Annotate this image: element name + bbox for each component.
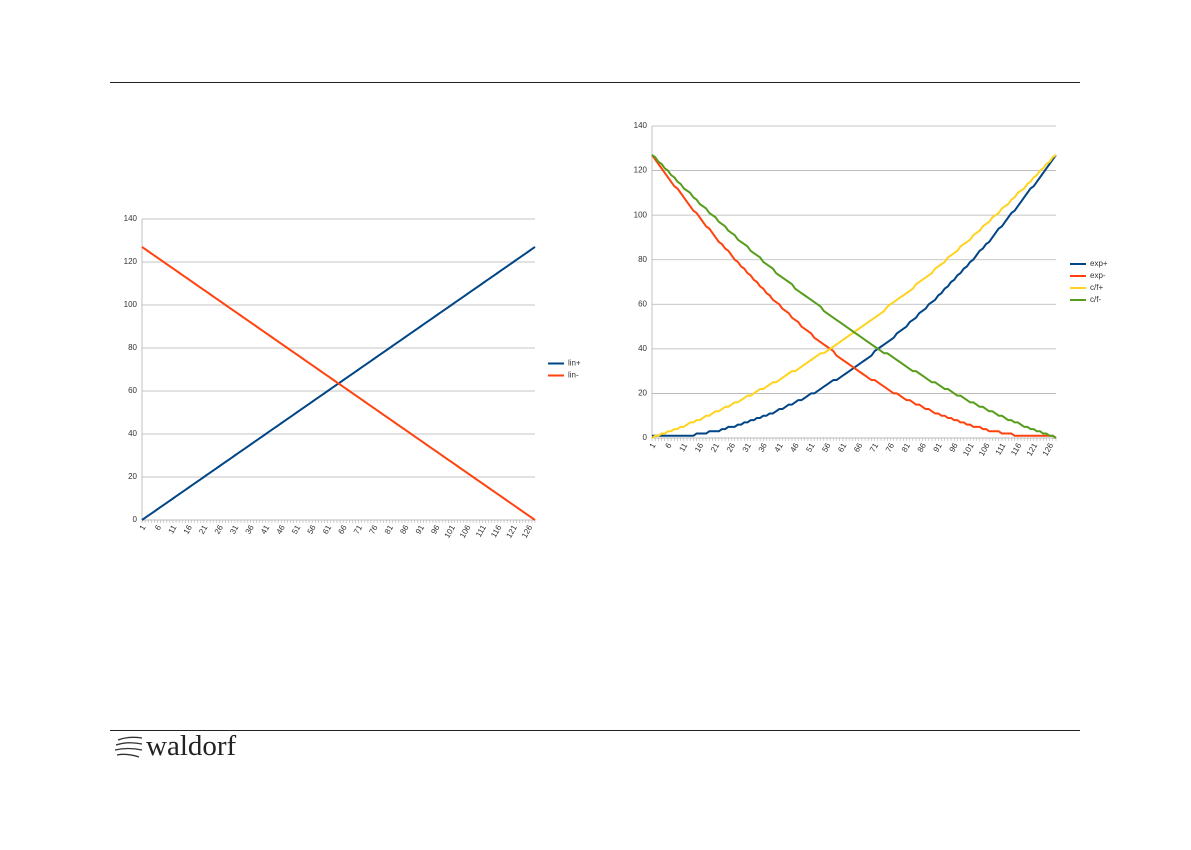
x-tick-label: 71 xyxy=(868,441,881,454)
x-tick-label: 46 xyxy=(788,441,801,454)
x-tick-label: 106 xyxy=(977,441,992,458)
x-tick-label: 11 xyxy=(167,523,179,535)
legend-label: c/f+ xyxy=(1090,283,1103,292)
x-tick-label: 126 xyxy=(520,523,535,540)
y-tick-label: 0 xyxy=(643,433,648,442)
x-tick-label: 126 xyxy=(1041,441,1056,458)
x-tick-label: 86 xyxy=(398,523,411,536)
x-tick-label: 96 xyxy=(429,523,442,536)
y-tick-label: 100 xyxy=(634,210,648,219)
x-tick-label: 81 xyxy=(900,441,913,454)
x-tick-label: 66 xyxy=(852,441,865,454)
x-tick-label: 21 xyxy=(709,441,722,454)
x-tick-label: 111 xyxy=(994,441,1008,457)
x-tick-label: 51 xyxy=(290,523,303,536)
legend-label: c/f- xyxy=(1090,295,1101,304)
x-tick-label: 81 xyxy=(383,523,396,536)
x-tick-label: 36 xyxy=(244,523,257,536)
y-tick-label: 80 xyxy=(128,343,137,352)
x-tick-label: 31 xyxy=(228,523,241,536)
x-tick-label: 31 xyxy=(741,441,754,454)
x-tick-label: 46 xyxy=(275,523,288,536)
x-tick-label: 6 xyxy=(153,523,163,532)
x-tick-label: 76 xyxy=(884,441,897,454)
y-tick-label: 60 xyxy=(128,386,137,395)
x-tick-label: 71 xyxy=(352,523,365,536)
y-tick-label: 0 xyxy=(133,515,138,524)
x-tick-label: 26 xyxy=(213,523,226,536)
y-tick-label: 140 xyxy=(634,121,648,130)
x-tick-label: 1 xyxy=(138,523,148,532)
x-tick-label: 91 xyxy=(414,523,427,536)
x-tick-label: 76 xyxy=(367,523,380,536)
y-tick-label: 140 xyxy=(124,214,138,223)
x-tick-label: 41 xyxy=(773,441,786,454)
x-tick-label: 21 xyxy=(197,523,210,536)
series-line xyxy=(141,246,536,521)
legend-label: lin+ xyxy=(568,359,581,368)
x-tick-label: 116 xyxy=(1009,441,1023,457)
y-tick-label: 40 xyxy=(638,344,647,353)
y-tick-label: 20 xyxy=(638,389,647,398)
series-line xyxy=(651,154,1057,439)
x-tick-label: 51 xyxy=(804,441,817,454)
x-tick-label: 96 xyxy=(948,441,961,454)
y-tick-label: 40 xyxy=(128,429,137,438)
x-tick-label: 36 xyxy=(757,441,770,454)
series-line xyxy=(651,154,1057,439)
x-tick-label: 26 xyxy=(725,441,738,454)
x-tick-label: 16 xyxy=(693,441,706,454)
x-tick-label: 116 xyxy=(489,523,503,539)
x-tick-label: 61 xyxy=(321,523,334,536)
x-tick-label: 121 xyxy=(504,523,519,540)
x-tick-label: 56 xyxy=(820,441,833,454)
y-tick-label: 80 xyxy=(638,255,647,264)
x-tick-label: 101 xyxy=(443,523,458,540)
y-tick-label: 100 xyxy=(124,300,138,309)
x-tick-label: 11 xyxy=(677,441,689,453)
y-tick-label: 120 xyxy=(634,166,648,175)
y-tick-label: 120 xyxy=(124,257,138,266)
x-tick-label: 1 xyxy=(648,441,658,450)
x-tick-label: 121 xyxy=(1025,441,1040,458)
x-tick-label: 16 xyxy=(182,523,195,536)
x-tick-label: 106 xyxy=(458,523,473,540)
series-line xyxy=(651,154,1057,439)
x-tick-label: 56 xyxy=(306,523,319,536)
logo-icon xyxy=(114,736,143,758)
x-tick-label: 91 xyxy=(932,441,945,454)
y-tick-label: 20 xyxy=(128,472,137,481)
x-tick-label: 41 xyxy=(259,523,272,536)
x-tick-label: 6 xyxy=(663,441,673,450)
x-tick-label: 61 xyxy=(836,441,849,454)
x-tick-label: 66 xyxy=(336,523,349,536)
x-tick-label: 101 xyxy=(961,441,976,458)
legend-label: lin- xyxy=(568,371,579,380)
x-tick-label: 111 xyxy=(474,523,488,539)
logo: waldorf xyxy=(146,730,237,762)
legend-label: exp- xyxy=(1090,271,1106,280)
legend-label: exp+ xyxy=(1090,259,1108,268)
x-tick-label: 86 xyxy=(916,441,929,454)
y-tick-label: 60 xyxy=(638,299,647,308)
